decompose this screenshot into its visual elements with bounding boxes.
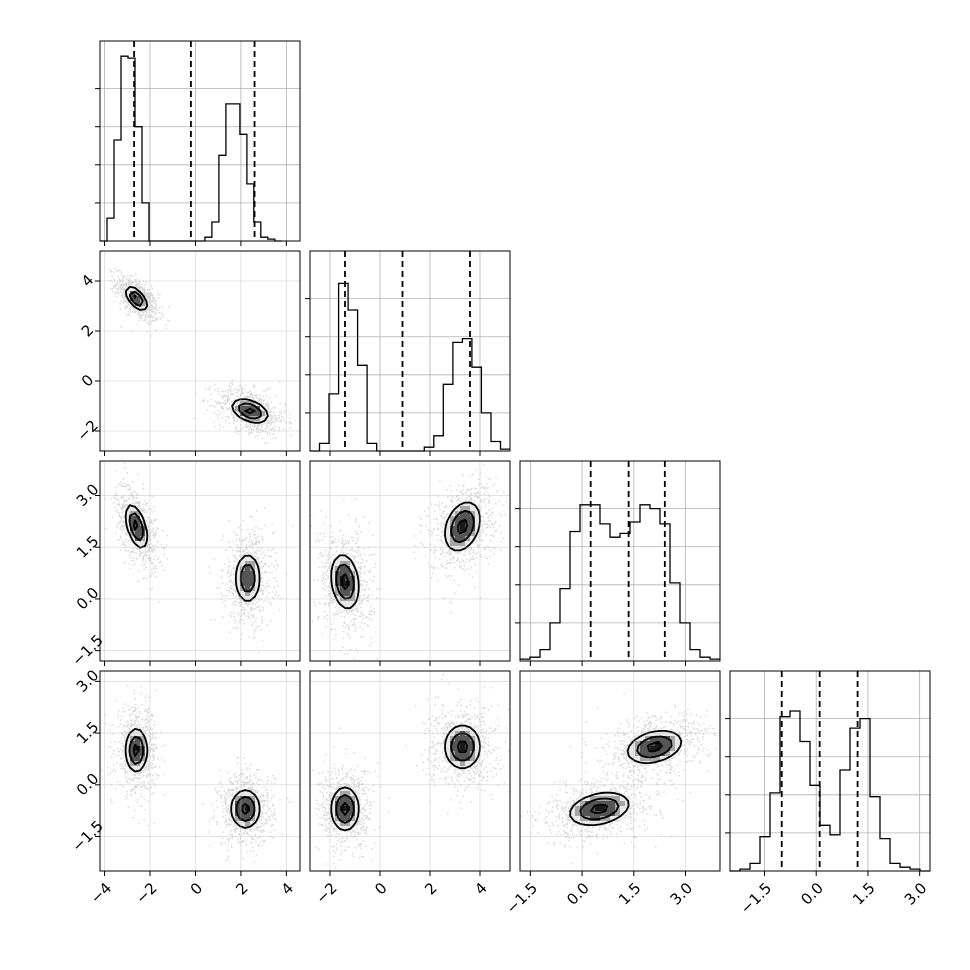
y-tick-label: 0 bbox=[78, 371, 97, 390]
contour-level-2 bbox=[132, 744, 250, 815]
contour-level-0 bbox=[569, 730, 683, 826]
histogram-step-3 bbox=[730, 710, 930, 872]
contour-level-1 bbox=[128, 735, 256, 822]
contour-level-0 bbox=[124, 504, 261, 602]
x-tick-label: 1.5 bbox=[615, 879, 645, 909]
contour-level-2 bbox=[133, 519, 139, 531]
y-tick-label: 1.5 bbox=[73, 532, 103, 562]
x-tick-label: −2 bbox=[132, 879, 160, 907]
x-tick-label: 3.0 bbox=[901, 879, 931, 909]
y-tick-label: 3.0 bbox=[73, 480, 103, 510]
joint-frame-4 bbox=[309, 670, 511, 872]
x-tick-label: 0 bbox=[187, 879, 206, 898]
histogram-panel-3 bbox=[725, 670, 931, 876]
x-tick-label: 4 bbox=[278, 879, 297, 898]
contour-level-2 bbox=[341, 740, 468, 816]
contour-level-2 bbox=[133, 294, 256, 415]
contour-level-0 bbox=[124, 728, 261, 829]
y-tick-label: −2 bbox=[73, 416, 101, 444]
x-tick-label: −4 bbox=[87, 879, 115, 907]
x-tick-label: 0 bbox=[371, 879, 390, 898]
histogram-frame-2 bbox=[519, 460, 721, 662]
joint-panel-2 bbox=[95, 670, 301, 876]
histogram-frame-0 bbox=[99, 40, 301, 242]
contour-level-2 bbox=[590, 742, 663, 814]
scatter-points bbox=[101, 685, 293, 864]
x-tick-label: −1.5 bbox=[737, 879, 775, 917]
scatter-points bbox=[104, 462, 294, 654]
histogram-frame-3 bbox=[729, 670, 931, 872]
histogram-panel-0 bbox=[95, 40, 301, 246]
x-tick-label: 4 bbox=[471, 879, 490, 898]
joint-frame-2 bbox=[99, 670, 301, 872]
contour-level-1 bbox=[579, 735, 673, 821]
y-tick-label: 2 bbox=[78, 321, 97, 340]
y-tick-label: 1.5 bbox=[73, 718, 103, 748]
joint-panel-3 bbox=[309, 460, 511, 666]
joint-frame-3 bbox=[309, 460, 511, 662]
joint-panel-0 bbox=[95, 250, 301, 456]
scatter-points bbox=[310, 674, 510, 869]
contour-level-0 bbox=[330, 501, 481, 610]
joint-panel-4 bbox=[309, 670, 511, 876]
contour-level-1 bbox=[335, 510, 475, 600]
joint-panel-5 bbox=[519, 670, 721, 876]
x-tick-label: 3.0 bbox=[667, 879, 697, 909]
joint-frame-5 bbox=[519, 670, 721, 872]
y-tick-label: 0.0 bbox=[73, 584, 103, 614]
joint-frame-1 bbox=[99, 460, 301, 662]
density-cells bbox=[330, 501, 481, 612]
scatter-points bbox=[520, 692, 720, 865]
y-tick-label: 0.0 bbox=[73, 770, 103, 800]
y-tick-label: 4 bbox=[78, 271, 97, 290]
x-tick-label: 2 bbox=[421, 879, 440, 898]
x-tick-label: 2 bbox=[232, 879, 251, 898]
contour-level-2 bbox=[340, 518, 468, 590]
x-tick-label: 1.5 bbox=[849, 879, 879, 909]
histogram-panel-1 bbox=[305, 250, 511, 456]
contour-level-1 bbox=[335, 732, 475, 824]
y-tick-label: −1.5 bbox=[68, 817, 106, 855]
contour-level-0 bbox=[330, 724, 481, 832]
histogram-step-2 bbox=[520, 504, 720, 660]
joint-panel-1 bbox=[95, 460, 301, 666]
y-tick-label: 3.0 bbox=[73, 666, 103, 696]
contour-level-0 bbox=[124, 285, 269, 424]
contour-level-1 bbox=[128, 512, 256, 593]
contour-level-1 bbox=[128, 290, 262, 420]
y-tick-label: −1.5 bbox=[68, 631, 106, 669]
histogram-frame-1 bbox=[309, 250, 511, 452]
x-tick-label: −1.5 bbox=[503, 879, 541, 917]
x-tick-label: 0.0 bbox=[563, 879, 593, 909]
x-tick-label: −2 bbox=[312, 879, 340, 907]
x-tick-label: 0.0 bbox=[797, 879, 827, 909]
joint-frame-0 bbox=[99, 250, 301, 452]
histogram-panel-2 bbox=[515, 460, 721, 666]
